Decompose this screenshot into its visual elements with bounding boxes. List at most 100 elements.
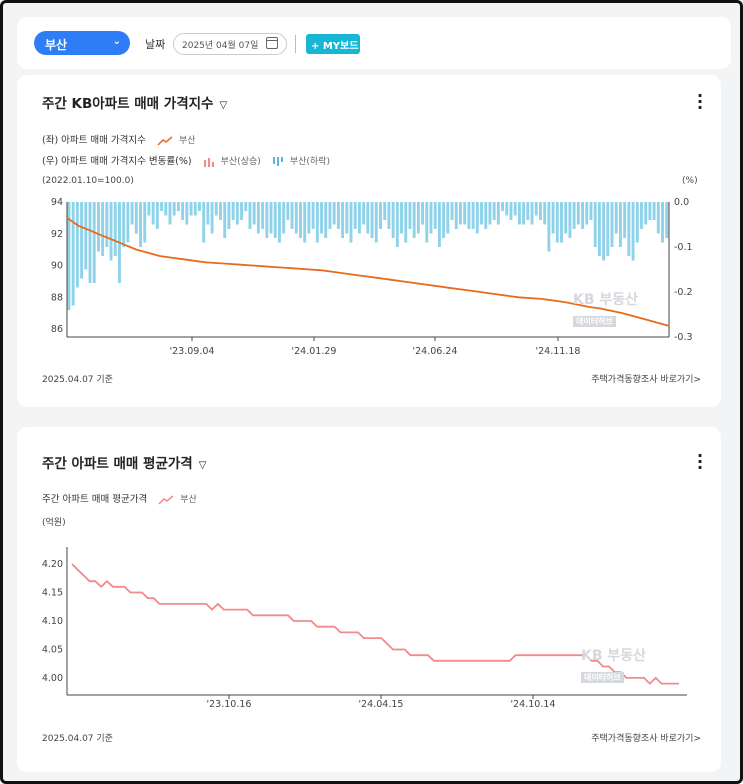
y-tick-label: 4.15 [42, 588, 63, 599]
change-rate-bar [648, 202, 652, 220]
divider [295, 35, 296, 53]
change-rate-bar [412, 202, 416, 238]
calendar-icon[interactable] [266, 37, 278, 49]
region-select[interactable]: 부산 ⌄ [34, 31, 130, 55]
change-rate-bar [488, 202, 492, 225]
price-index-card: 주간 KB아파트 매매 가격지수 ▽ · · · (좌) 아파트 매매 가격지수 부산… [17, 75, 721, 407]
change-rate-bar [387, 202, 391, 229]
more-menu-icon[interactable]: · · · [697, 446, 704, 477]
change-rate-bar [429, 202, 433, 234]
legend-down-name: 부산(하락) [289, 157, 330, 167]
change-rate-bar [189, 202, 193, 216]
legend-line-label: (좌) 아파트 매매 가격지수 [42, 135, 146, 146]
change-rate-bar [572, 202, 576, 229]
change-rate-bar [631, 202, 635, 261]
right-tick-label: -0.2 [674, 287, 693, 298]
change-rate-bar [286, 202, 290, 220]
change-rate-bar [492, 202, 496, 220]
change-rate-bar [92, 202, 96, 283]
change-rate-bar [589, 202, 593, 220]
card-title-dropdown[interactable]: 주간 KB아파트 매매 가격지수 ▽ [42, 92, 227, 112]
change-rate-bar [357, 202, 361, 234]
change-rate-bar [446, 202, 450, 234]
change-rate-bar [459, 202, 462, 225]
change-rate-bar [471, 202, 475, 229]
more-menu-icon[interactable]: · · · [697, 86, 704, 117]
change-rate-bar [475, 202, 479, 234]
change-rate-bar [652, 202, 656, 220]
change-rate-bar [130, 202, 134, 225]
legend-line: 주간 아파트 매매 평균가격 부산 [42, 491, 197, 505]
survey-link[interactable]: 주택가격동향조사 바로가기> [591, 734, 701, 744]
change-rate-bar [198, 202, 201, 211]
right-tick-label: 0.0 [674, 197, 689, 208]
change-rate-bar [193, 202, 197, 216]
change-rate-bar [282, 202, 286, 234]
change-rate-bar [265, 202, 269, 238]
change-rate-bar [640, 202, 643, 229]
change-rate-bar [341, 202, 345, 238]
change-rate-bar [299, 202, 302, 238]
survey-link[interactable]: 주택가격동향조사 바로가기> [591, 375, 701, 385]
change-rate-bar [311, 202, 315, 229]
change-rate-bar [134, 202, 138, 234]
x-tick-label: '24.06.24 [413, 346, 458, 357]
legend-line-label: 주간 아파트 매매 평균가격 [42, 494, 148, 505]
bar-down-icon [272, 156, 283, 166]
change-rate-bar [240, 202, 244, 220]
change-rate-bar [71, 202, 75, 306]
card-title-dropdown[interactable]: 주간 아파트 매매 평균가격 ▽ [42, 452, 206, 472]
change-rate-bar [219, 202, 222, 220]
change-rate-bar [328, 202, 332, 229]
change-rate-bar [416, 202, 420, 234]
change-rate-bar [463, 202, 467, 225]
card-title: 주간 KB아파트 매매 가격지수 [42, 96, 214, 112]
legend-line: (좌) 아파트 매매 가격지수 부산 [42, 132, 196, 146]
change-rate-bar [244, 202, 248, 211]
change-rate-bar [480, 202, 483, 225]
change-rate-bar [644, 202, 648, 225]
my-board-button[interactable]: + MY보드 [306, 34, 360, 54]
change-rate-bar [408, 202, 412, 229]
chevron-down-icon: ▽ [198, 460, 207, 471]
change-rate-bar [635, 202, 639, 243]
change-rate-bar [185, 202, 189, 225]
change-rate-bar [349, 202, 353, 243]
change-rate-bar [606, 202, 610, 256]
change-rate-bar [202, 202, 206, 243]
change-rate-bar [75, 202, 79, 288]
legend-up-name: 부산(상승) [220, 157, 261, 167]
change-rate-bar [88, 202, 92, 283]
change-rate-bar [336, 202, 340, 229]
change-rate-bar [517, 202, 521, 225]
kb-watermark: KB 부동산 데이터허브 [573, 289, 638, 328]
change-rate-bar [581, 202, 585, 229]
change-rate-bar [370, 202, 374, 238]
change-rate-bar [362, 202, 366, 225]
change-rate-bar [522, 202, 526, 225]
date-picker[interactable]: 2025년 04월 07일 [173, 33, 287, 55]
chevron-down-icon: ⌄ [112, 36, 121, 47]
change-rate-bar [345, 202, 349, 234]
change-rate-bar [610, 202, 614, 247]
change-rate-bar [379, 202, 382, 229]
x-tick-label: '23.10.16 [207, 699, 252, 710]
change-rate-bar [248, 202, 252, 229]
change-rate-bar [513, 202, 517, 216]
change-rate-bar [214, 202, 218, 216]
change-rate-bar [421, 202, 425, 225]
y-axis-unit: (억원) [42, 518, 66, 528]
legend-bar-label: (우) 아파트 매매 가격지수 변동률(%) [42, 156, 192, 167]
change-rate-bar [256, 202, 260, 234]
change-rate-bar [269, 202, 273, 234]
change-rate-bar [109, 202, 113, 261]
change-rate-bar [564, 202, 568, 234]
y-tick-label: 4.10 [42, 616, 63, 627]
my-board-label: + MY보드 [311, 41, 359, 52]
right-tick-label: -0.3 [674, 332, 693, 343]
line-series-icon [157, 135, 173, 146]
price-index-line [66, 217, 670, 327]
change-rate-bar [113, 202, 117, 256]
change-rate-bar [147, 202, 151, 216]
change-rate-bar [210, 202, 214, 234]
